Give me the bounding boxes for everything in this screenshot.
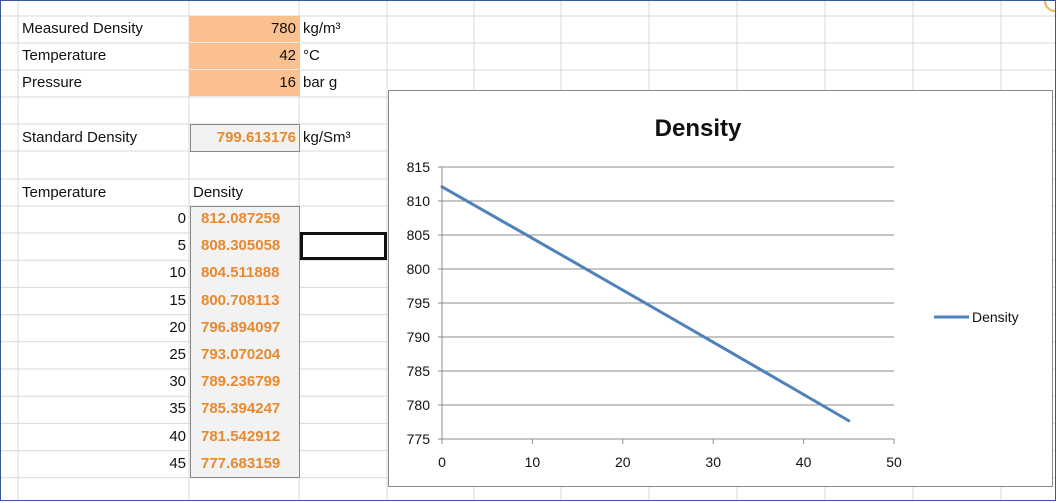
standard-density-unit: kg/Sm³ <box>303 129 351 146</box>
table-temperature-cell[interactable]: 35 <box>169 400 186 418</box>
density-data-point <box>666 314 670 318</box>
standard-density-label: Standard Density <box>22 129 138 146</box>
density-data-point <box>440 185 444 189</box>
table-density-cell[interactable]: 796.894097 <box>201 318 281 336</box>
pressure-label: Pressure <box>22 74 83 91</box>
y-tick-label: 800 <box>407 261 431 277</box>
temperature-input[interactable]: 42 <box>189 43 300 69</box>
density-data-point <box>576 262 580 266</box>
x-tick-label: 0 <box>438 454 446 470</box>
table-header-density: Density <box>193 184 244 201</box>
table-temperature-cell[interactable]: 10 <box>169 264 186 282</box>
density-series-line <box>441 185 850 423</box>
x-tick-label: 10 <box>525 454 541 470</box>
density-data-point <box>756 366 760 370</box>
density-chart[interactable]: Density 775 780 785 790 795 800 805 810 815 0 10 20 3… <box>388 90 1053 487</box>
table-density-cell[interactable]: 808.305058 <box>201 237 281 255</box>
pressure-input[interactable]: 16 <box>189 70 300 96</box>
table-density-cell[interactable]: 812.087259 <box>201 210 281 227</box>
y-tick-label: 795 <box>407 295 431 311</box>
y-tick-label: 775 <box>407 431 431 447</box>
measured-density-label: Measured Density <box>22 20 143 37</box>
temperature-label: Temperature <box>22 47 107 64</box>
y-tick-label: 810 <box>407 193 431 209</box>
table-temperature-cell[interactable]: 5 <box>177 237 186 255</box>
y-tick-label: 790 <box>407 329 431 345</box>
table-density-cell[interactable]: 789.236799 <box>201 373 281 391</box>
table-density-cell[interactable]: 793.070204 <box>201 346 281 363</box>
density-data-point <box>802 393 806 397</box>
table-temperature-cell[interactable]: 0 <box>177 210 186 227</box>
measured-density-unit: kg/m³ <box>303 20 341 37</box>
density-output-box <box>190 206 300 478</box>
pressure-unit: bar g <box>303 74 338 91</box>
table-density-cell[interactable]: 804.511888 <box>201 264 280 282</box>
legend-label: Density <box>972 309 1019 325</box>
standard-density-box <box>190 124 300 152</box>
y-tick-label: 785 <box>407 363 431 379</box>
table-temperature-cell[interactable]: 40 <box>169 427 186 445</box>
table-temperature-cell[interactable]: 20 <box>169 318 186 336</box>
temperature-unit: °C <box>303 47 320 64</box>
table-density-cell[interactable]: 781.542912 <box>201 427 281 445</box>
density-chart-svg: Density 775 780 785 790 795 800 805 810 815 0 10 20 3… <box>407 115 1019 470</box>
x-tick-label: 40 <box>796 454 812 470</box>
table-temperature-cell[interactable]: 25 <box>169 346 186 363</box>
table-temperature-cell[interactable]: 45 <box>169 454 186 472</box>
density-data-point <box>847 419 851 423</box>
table-density-cell[interactable]: 800.708113 <box>201 291 280 309</box>
table-temperature-cell[interactable]: 30 <box>169 373 186 391</box>
x-tick-label: 20 <box>615 454 631 470</box>
table-density-cell[interactable]: 785.394247 <box>201 400 281 418</box>
x-tick-label: 50 <box>886 454 902 470</box>
corner-arc-icon <box>1044 1 1055 12</box>
x-tick-label: 30 <box>705 454 721 470</box>
table-header-temperature: Temperature <box>22 184 107 201</box>
density-data-point <box>711 340 715 344</box>
y-tick-label: 780 <box>407 397 431 413</box>
table-density-cell[interactable]: 777.683159 <box>201 454 281 472</box>
table-temperature-cell[interactable]: 15 <box>169 291 186 309</box>
active-cell-selection[interactable] <box>300 232 387 260</box>
y-tick-label: 815 <box>407 159 431 175</box>
density-data-point <box>530 236 534 240</box>
density-data-point <box>485 211 489 215</box>
measured-density-input[interactable]: 780 <box>189 16 300 42</box>
standard-density-value[interactable]: 799.613176 <box>216 129 296 146</box>
density-data-point <box>621 288 625 292</box>
y-tick-label: 805 <box>407 227 431 243</box>
chart-title: Density <box>655 115 742 142</box>
